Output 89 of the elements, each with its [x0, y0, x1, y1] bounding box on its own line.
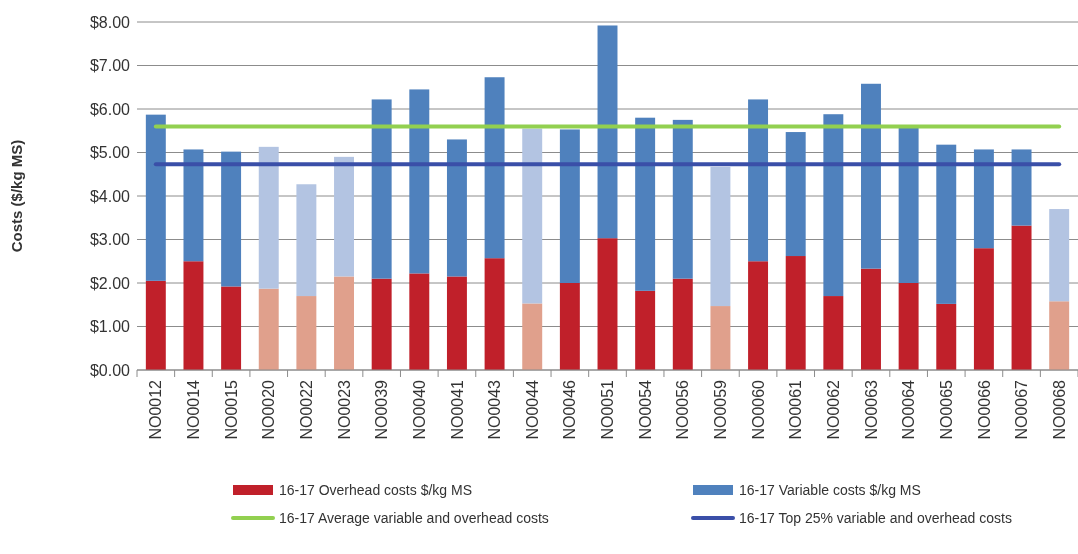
x-tick-label: NO0046 [561, 379, 579, 440]
bar [898, 125, 919, 283]
bar [183, 261, 204, 370]
bar [371, 278, 392, 370]
y-tick-label: $6.00 [89, 100, 131, 118]
bar [710, 166, 731, 307]
x-tick-label: NO0040 [410, 379, 428, 440]
y-tick-label: $0.00 [89, 361, 131, 379]
bar [672, 119, 693, 279]
bar [145, 280, 166, 370]
bar [1049, 301, 1070, 370]
x-tick-label: NO0064 [900, 379, 918, 440]
x-tick-label: NO0066 [975, 379, 993, 440]
x-tick-label: NO0023 [335, 379, 353, 440]
bar [484, 77, 505, 259]
x-tick-label: NO0012 [147, 379, 165, 440]
bar [973, 149, 994, 249]
bar [409, 89, 430, 274]
x-tick-label: NO0060 [749, 379, 767, 440]
bar [710, 306, 731, 370]
x-tick-label: NO0043 [486, 379, 504, 440]
y-axis-title: Costs ($/kg MS) [8, 139, 25, 253]
bar [748, 99, 769, 262]
x-tick-label: NO0061 [787, 379, 805, 440]
bar [446, 276, 467, 370]
bar [861, 268, 881, 370]
y-tick-label: $7.00 [89, 57, 131, 75]
bar [635, 290, 656, 370]
bar [823, 296, 844, 370]
bar [183, 149, 204, 262]
x-tick-label: NO0054 [636, 379, 654, 440]
bar [898, 283, 919, 370]
bar [522, 128, 543, 304]
bar [597, 238, 618, 370]
x-tick-label: NO0051 [599, 379, 617, 440]
bar [334, 276, 354, 370]
bar [296, 296, 317, 370]
bar [145, 114, 166, 281]
bar [823, 114, 844, 297]
bar [559, 129, 580, 283]
bar [559, 283, 580, 370]
x-tick-label: NO0015 [222, 379, 240, 440]
legend-label: 16-17 Average variable and overhead costs [279, 509, 549, 526]
bar [1049, 209, 1070, 302]
bar [973, 248, 994, 370]
legend-label: 16-17 Overhead costs $/kg MS [279, 481, 472, 498]
bar [672, 278, 693, 370]
x-tick-label: NO0059 [712, 379, 730, 440]
bar [748, 261, 769, 370]
y-tick-label: $1.00 [89, 318, 131, 336]
legend-label: 16-17 Variable costs $/kg MS [739, 481, 921, 498]
y-tick-label: $8.00 [89, 13, 131, 31]
x-tick-label: NO0067 [1013, 379, 1031, 440]
bar [371, 99, 392, 279]
bar [635, 117, 656, 291]
x-tick-label: NO0056 [674, 379, 692, 440]
bar [785, 132, 806, 257]
bar [409, 273, 430, 370]
legend-label: 16-17 Top 25% variable and overhead costs [739, 509, 1012, 526]
x-tick-label: NO0020 [260, 379, 278, 440]
x-tick-label: NO0063 [862, 379, 880, 440]
y-tick-label: $2.00 [89, 274, 131, 292]
bar [296, 184, 317, 297]
bar [597, 25, 618, 239]
x-tick-label: NO0062 [824, 379, 842, 440]
x-tick-label: NO0065 [937, 379, 955, 440]
bar [334, 156, 354, 277]
bar [446, 139, 467, 277]
bar [258, 146, 279, 289]
x-tick-label: NO0022 [297, 379, 315, 440]
bar [258, 288, 279, 370]
x-tick-label: NO0041 [448, 379, 466, 440]
bar [484, 258, 505, 370]
x-tick-label: NO0068 [1050, 379, 1068, 440]
bar [785, 256, 806, 370]
y-tick-label: $4.00 [89, 187, 131, 205]
bar [1011, 149, 1032, 226]
bar [936, 144, 957, 304]
x-tick-label: NO0039 [373, 379, 391, 440]
x-tick-label: NO0044 [523, 379, 541, 440]
bar [861, 83, 881, 269]
y-tick-label: $5.00 [89, 144, 131, 162]
x-tick-label: NO0014 [185, 379, 203, 440]
bar [522, 303, 543, 370]
bar [1011, 225, 1032, 370]
bar [221, 286, 242, 370]
y-tick-label: $3.00 [89, 231, 131, 249]
bar [221, 151, 242, 287]
bar [936, 303, 957, 370]
